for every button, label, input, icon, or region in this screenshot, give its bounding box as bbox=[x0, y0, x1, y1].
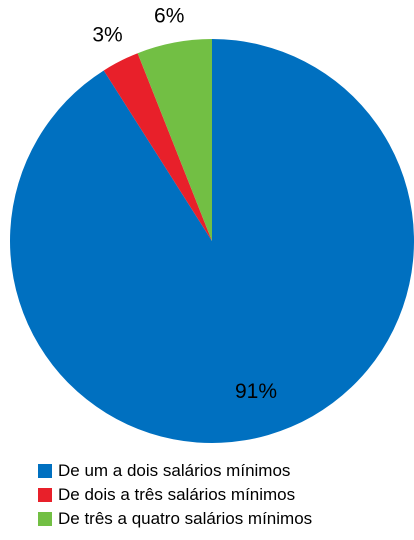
pie-data-label-1: 3% bbox=[92, 23, 122, 46]
pie-data-labels: 91% 3% 6% bbox=[92, 4, 277, 403]
legend-item-2: De três a quatro salários mínimos bbox=[38, 507, 408, 531]
legend-label-1: De dois a três salários mínimos bbox=[58, 485, 296, 504]
pie-slice-2 bbox=[137, 39, 212, 241]
legend-item-0: De um a dois salários mínimos bbox=[38, 459, 408, 483]
legend-swatch-1 bbox=[38, 488, 52, 502]
legend-swatch-0 bbox=[38, 464, 52, 478]
pie-slice-1 bbox=[103, 53, 212, 241]
pie-slice-0 bbox=[10, 39, 414, 443]
pie-data-label-0: 91% bbox=[235, 380, 277, 403]
pie-data-label-2: 6% bbox=[154, 4, 184, 27]
pie-slices bbox=[10, 39, 414, 443]
legend-swatch-2 bbox=[38, 512, 52, 526]
legend-label-2: De três a quatro salários mínimos bbox=[58, 509, 313, 528]
legend: De um a dois salários mínimos De dois a … bbox=[38, 459, 408, 531]
legend-label-0: De um a dois salários mínimos bbox=[58, 461, 291, 480]
legend-item-1: De dois a três salários mínimos bbox=[38, 483, 408, 507]
